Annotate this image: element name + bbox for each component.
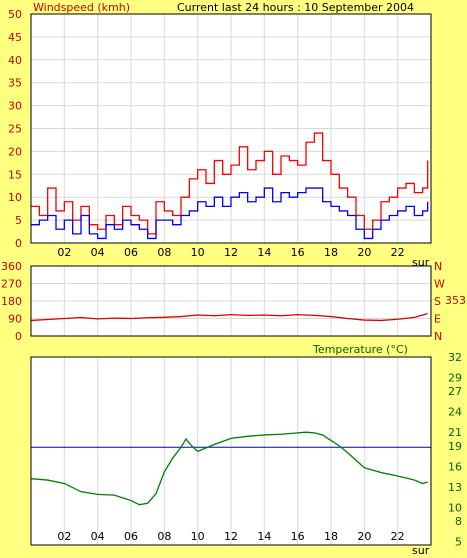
temperature-x-tick-label: 16 <box>291 530 305 543</box>
direction-compass-label: W <box>434 278 445 291</box>
temperature-x-tick-label: 08 <box>157 530 171 543</box>
direction-series-group <box>30 313 428 322</box>
windspeed-series-group <box>31 132 429 240</box>
windspeed-x-tick-label: 18 <box>324 246 338 259</box>
temperature-x-tick-label: 12 <box>224 530 238 543</box>
windspeed-y-tick-label: 25 <box>8 123 22 136</box>
windspeed-y-tick-label: 35 <box>8 77 22 90</box>
temperature-y-tick-label: 27 <box>448 385 462 398</box>
windspeed-y-tick-label: 15 <box>8 168 22 181</box>
temperature-x-tick-label: 02 <box>57 530 71 543</box>
temperature-y-tick-label: 32 <box>448 351 462 364</box>
temperature-grid <box>63 357 399 545</box>
temperature-x-tick-label: 20 <box>357 530 371 543</box>
windspeed-frame <box>30 13 432 244</box>
windspeed-y-tick-label: 0 <box>15 237 22 250</box>
direction-series-line <box>30 313 428 322</box>
windspeed-y-tick-label: 40 <box>8 54 22 67</box>
windspeed-y-tick-label: 20 <box>8 145 22 158</box>
direction-frame <box>30 265 432 337</box>
temperature-y-tick-label: 24 <box>448 406 462 419</box>
temperature-x-tick-label: 06 <box>124 530 138 543</box>
windspeed-y-tick-label: 50 <box>8 8 22 21</box>
direction-y-ticks: 0 90 180 270 360 <box>1 260 22 343</box>
temperature-series-group <box>30 431 431 506</box>
temperature-x-tick-label: 04 <box>91 530 105 543</box>
direction-compass-label: N <box>434 330 442 343</box>
temperature-y-tick-label: 5 <box>455 536 462 549</box>
temperature-x-tick-label: 18 <box>324 530 338 543</box>
temperature-x-tick-label: 14 <box>257 530 271 543</box>
windspeed-y-ticks: 0 5 10 15 20 25 30 35 40 45 50 <box>8 8 22 250</box>
temperature-chart-title: Temperature (°C) <box>312 343 408 356</box>
direction-y-tick-label: 360 <box>1 260 22 273</box>
temperature-y-tick-label: 10 <box>448 501 462 514</box>
temperature-y-tick-label: 16 <box>448 460 462 473</box>
windspeed-x-tick-label: 22 <box>391 246 405 259</box>
windspeed-x-tick-label: 10 <box>191 246 205 259</box>
windspeed-x-tick-label: 16 <box>291 246 305 259</box>
windspeed-x-tick-label: 02 <box>57 246 71 259</box>
windspeed-y-tick-label: 5 <box>15 214 22 227</box>
direction-y-tick-label: 270 <box>1 278 22 291</box>
windspeed-x-tick-label: 08 <box>157 246 171 259</box>
temperature-y-tick-label: 19 <box>448 440 462 453</box>
windspeed-x-tick-label: 06 <box>124 246 138 259</box>
windspeed-x-tick-label: 12 <box>224 246 238 259</box>
temperature-y-tick-label: 8 <box>455 515 462 528</box>
windspeed-x-ticks: 02 04 06 08 10 12 14 16 18 20 22 <box>57 246 404 259</box>
windspeed-x-tick-label: 04 <box>91 246 105 259</box>
windspeed-x-tick-label: 20 <box>357 246 371 259</box>
direction-compass-label: E <box>434 313 441 326</box>
windspeed-y-tick-label: 10 <box>8 191 22 204</box>
windspeed-average-series-line <box>31 187 429 240</box>
page-title: Current last 24 hours : 10 September 200… <box>177 1 414 14</box>
windspeed-y-tick-label: 30 <box>8 100 22 113</box>
temperature-x-tick-label: 22 <box>391 530 405 543</box>
temperature-frame <box>30 356 432 546</box>
windspeed-y-tick-label: 45 <box>8 31 22 44</box>
temperature-y-tick-label: 13 <box>448 481 462 494</box>
direction-compass-label: N <box>434 260 442 273</box>
temperature-series-line <box>30 431 428 506</box>
windspeed-chart-title: Windspeed (kmh) <box>33 1 130 14</box>
direction-y-tick-label: 180 <box>1 295 22 308</box>
direction-compass-label: S <box>434 295 441 308</box>
temperature-x-ticks: 02 04 06 08 10 12 14 16 18 20 22 <box>57 530 404 543</box>
temperature-x-label: sur <box>412 544 430 557</box>
direction-y-tick-label: 0 <box>15 330 22 343</box>
temperature-x-tick-label: 10 <box>191 530 205 543</box>
temperature-y-tick-label: 21 <box>448 426 462 439</box>
windspeed-panel: 0 5 10 15 20 25 30 35 40 45 50 02 04 06 08 10 12 14 16 18 2… <box>8 8 432 269</box>
temperature-y-tick-label: 29 <box>448 372 462 385</box>
direction-current-value: 353 <box>445 294 466 307</box>
windspeed-x-tick-label: 14 <box>257 246 271 259</box>
direction-y-tick-label: 90 <box>8 313 22 326</box>
